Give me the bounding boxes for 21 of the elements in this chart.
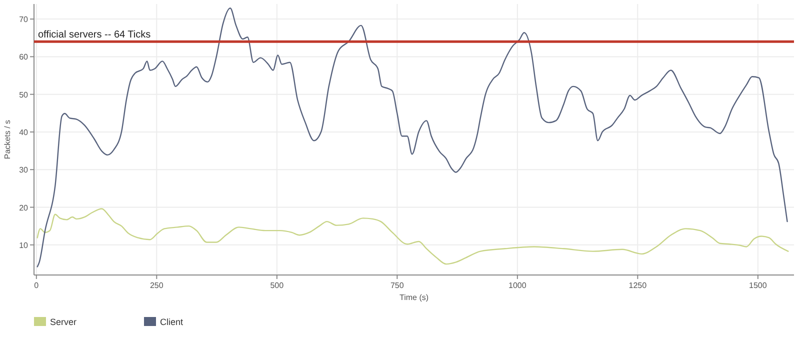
x-axis-title: Time (s) xyxy=(399,293,429,302)
y-tick-label: 70 xyxy=(19,15,29,24)
x-tick-label: 1250 xyxy=(628,281,648,290)
x-tick-label: 1500 xyxy=(749,281,768,290)
y-tick-label: 40 xyxy=(19,128,29,137)
x-tick-label: 750 xyxy=(390,281,404,290)
line-series xyxy=(36,208,789,265)
x-tick-label: 0 xyxy=(34,281,40,290)
legend-label: Server xyxy=(50,317,77,327)
y-tick-label: 10 xyxy=(19,240,29,250)
y-tick-label: 30 xyxy=(19,166,29,175)
line-series xyxy=(36,8,788,268)
x-tick-label: 250 xyxy=(150,281,164,290)
ref-line-label: official servers -- 64 Ticks xyxy=(38,30,151,41)
legend-label: Client xyxy=(160,317,184,327)
y-axis-title: Packets / s xyxy=(3,120,12,160)
x-tick-label: 1000 xyxy=(508,281,527,290)
y-tick-label: 20 xyxy=(19,203,29,212)
y-tick-label: 60 xyxy=(19,52,29,62)
y-tick-label: 50 xyxy=(19,90,29,100)
x-tick-label: 500 xyxy=(270,281,284,290)
